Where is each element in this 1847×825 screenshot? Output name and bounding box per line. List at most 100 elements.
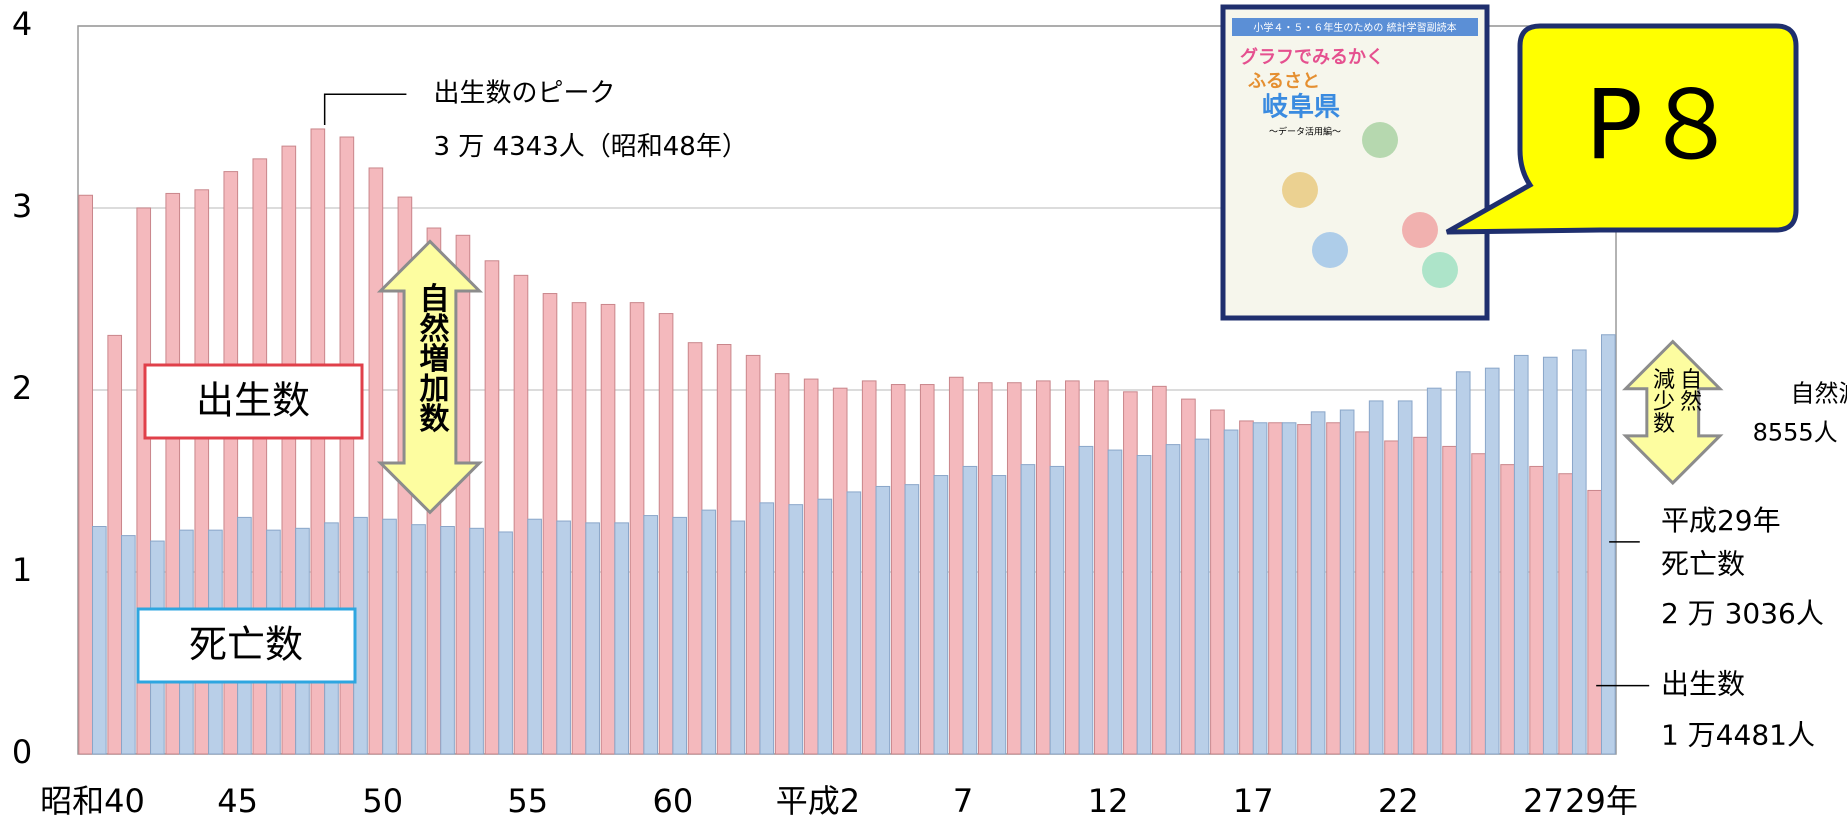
bar	[1427, 388, 1441, 754]
bar	[108, 335, 122, 754]
callout-text: P８	[1585, 69, 1739, 181]
bar	[818, 499, 832, 754]
bar	[1021, 465, 1035, 754]
bar	[1095, 381, 1109, 754]
bar	[1066, 381, 1080, 754]
bar	[760, 503, 774, 754]
bar	[1385, 441, 1399, 754]
bar	[1211, 410, 1225, 754]
bar	[412, 525, 426, 754]
x-tick-label: 29年	[1565, 782, 1638, 820]
bar	[543, 294, 557, 754]
x-tick-label: 22	[1378, 782, 1419, 820]
x-tick-label: 12	[1088, 782, 1129, 820]
bar	[717, 345, 731, 755]
bar	[1601, 335, 1615, 754]
bar	[1195, 439, 1209, 754]
book-text: 岐阜県	[1262, 93, 1340, 123]
x-tick-label: 45	[217, 782, 258, 820]
bar	[862, 381, 876, 754]
vertical-annotation: 自然増加数	[413, 283, 449, 434]
bar	[891, 385, 905, 754]
bar	[1166, 445, 1180, 754]
annotation: 出生数のピーク	[434, 79, 616, 109]
bar	[1356, 432, 1370, 754]
annotation: 平成29年	[1661, 504, 1781, 537]
bar	[1007, 383, 1021, 754]
bar	[615, 523, 629, 754]
bar	[1514, 355, 1528, 754]
bar	[1050, 466, 1064, 754]
book-text: グラフでみるかく	[1240, 46, 1384, 68]
bar	[775, 374, 789, 754]
book-illustration	[1312, 232, 1348, 268]
bar	[1311, 412, 1325, 754]
book-illustration	[1422, 252, 1458, 288]
bar	[586, 523, 600, 754]
bar	[833, 388, 847, 754]
bar	[804, 379, 818, 754]
bar	[1572, 350, 1586, 754]
bar	[369, 168, 383, 754]
bar	[905, 485, 919, 754]
bar	[441, 527, 455, 755]
y-tick-label: 3	[12, 187, 32, 225]
bar	[1472, 454, 1486, 754]
book-illustration	[1282, 172, 1318, 208]
annotation: 1 万4481人	[1661, 718, 1815, 751]
bar	[572, 303, 586, 754]
bar	[557, 521, 571, 754]
bar	[456, 235, 470, 754]
bar	[1269, 423, 1283, 754]
bar	[1559, 474, 1573, 754]
bar	[978, 383, 992, 754]
x-tick-label: 昭和40	[40, 782, 145, 820]
bar	[1414, 437, 1428, 754]
bar	[1588, 490, 1602, 754]
annotation: 3 万 4343人（昭和48年）	[434, 132, 748, 162]
bar	[1108, 450, 1122, 754]
bar	[1501, 465, 1515, 754]
bar	[659, 314, 673, 754]
y-tick-label: 2	[12, 369, 32, 407]
bar	[1543, 357, 1557, 754]
bar	[1282, 423, 1296, 754]
bar	[963, 466, 977, 754]
bar	[847, 492, 861, 754]
annotation: 出生数	[1661, 668, 1745, 701]
book-text: ふるさと	[1248, 71, 1320, 92]
bar	[1079, 446, 1093, 754]
bar	[1298, 425, 1312, 754]
book-text: ～データ活用編～	[1269, 126, 1341, 138]
book-illustration	[1362, 122, 1398, 158]
bar	[1327, 423, 1341, 754]
bar	[876, 486, 890, 754]
bar	[1485, 368, 1499, 754]
annotation: 2 万 3036人	[1661, 597, 1824, 630]
bar	[1253, 423, 1267, 754]
bar	[1369, 401, 1383, 754]
bar	[514, 275, 528, 754]
bar	[1182, 399, 1196, 754]
annotation: 8555人	[1753, 419, 1838, 447]
book-text: 小学４・５・６年生のための 統計学習副読本	[1253, 21, 1456, 34]
bar	[1124, 392, 1138, 754]
legend-label: 死亡数	[189, 623, 303, 667]
bar	[499, 532, 513, 754]
bar	[1137, 456, 1151, 754]
bar	[470, 528, 484, 754]
vertical-annotation: 減少数	[1649, 368, 1675, 434]
bar	[79, 195, 93, 754]
y-tick-label: 1	[12, 551, 32, 589]
x-tick-label: 27	[1523, 782, 1564, 820]
x-tick-label: 17	[1233, 782, 1274, 820]
bar	[1340, 410, 1354, 754]
bar	[1240, 421, 1254, 754]
bar	[1456, 372, 1470, 754]
book-illustration	[1402, 212, 1438, 248]
bar	[731, 521, 745, 754]
bar	[992, 476, 1006, 754]
bar	[601, 304, 615, 754]
bar	[789, 505, 803, 754]
bar	[949, 377, 963, 754]
